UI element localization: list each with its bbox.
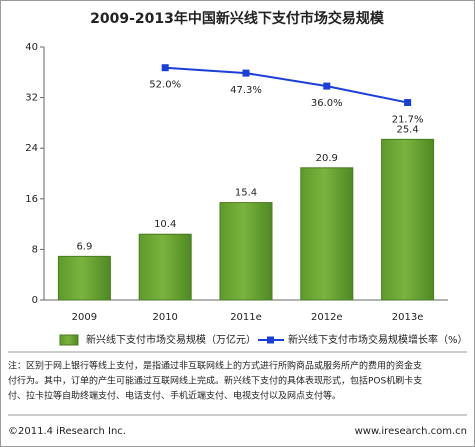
x-tick-label: 2011e	[230, 312, 262, 323]
legend-label: 新兴线下支付市场交易规模增长率（%）	[288, 333, 468, 346]
bar-value-label: 6.9	[76, 241, 92, 252]
y-tick-label: 40	[25, 42, 38, 53]
legend-label: 新兴线下支付市场交易规模（万亿元）	[86, 333, 256, 346]
bar	[57, 255, 111, 301]
line-marker	[242, 69, 250, 77]
line-value-label: 52.0%	[149, 80, 181, 91]
note-line: 注：区别于网上银行等线上支付，是指通过非互联网线上的方式进行所购商品或服务所产的…	[8, 360, 422, 372]
y-tick-label: 24	[25, 143, 38, 154]
bar-value-label: 25.4	[396, 124, 418, 135]
line-marker	[323, 82, 331, 90]
y-tick-label: 8	[32, 244, 38, 255]
y-tick-label: 32	[25, 93, 38, 104]
legend-swatch	[267, 336, 274, 344]
line-value-label: 36.0%	[311, 98, 343, 109]
bar	[219, 202, 273, 301]
source: ©2011.4 iResearch Inc.	[8, 426, 126, 437]
x-tick-label: 2013e	[392, 312, 424, 323]
x-tick-label: 2012e	[311, 312, 343, 323]
bar	[381, 138, 435, 301]
line-marker	[161, 64, 169, 72]
bar	[300, 167, 354, 301]
x-tick-label: 2009	[72, 312, 97, 323]
website: www.iresearch.com.cn	[355, 426, 467, 437]
bar	[138, 233, 192, 301]
y-tick-label: 0	[32, 295, 38, 306]
line	[165, 66, 408, 104]
x-tick-label: 2010	[152, 312, 177, 323]
note-line: 付行为。其中，订单的产生可能通过互联网线上完成。新兴线下支付的具体表现形式，包括…	[8, 375, 422, 387]
bar-value-label: 15.4	[235, 188, 257, 199]
line-value-label: 21.7%	[392, 115, 424, 126]
bar-value-label: 20.9	[316, 153, 338, 164]
y-tick-label: 16	[25, 194, 38, 205]
chart-title: 2009-2013年中国新兴线下支付市场交易规模	[90, 10, 385, 27]
legend-swatch	[59, 334, 79, 346]
bar-value-label: 10.4	[154, 219, 176, 230]
line-marker	[404, 99, 412, 107]
note-line: 付、拉卡拉等自助终端支付、电话支付、手机近端支付、电视支付以及网点支付等。	[8, 390, 341, 402]
line-value-label: 47.3%	[230, 85, 262, 96]
